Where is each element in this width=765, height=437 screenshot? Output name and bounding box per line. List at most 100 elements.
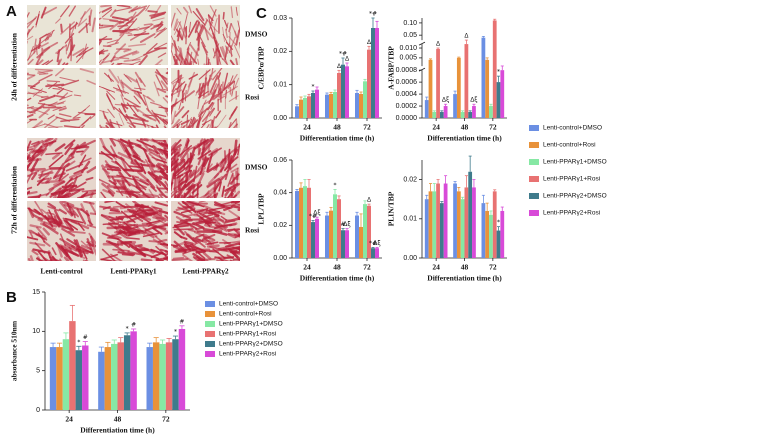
stain xyxy=(117,75,125,92)
stain xyxy=(115,216,124,221)
stain xyxy=(187,118,193,128)
bar xyxy=(359,94,363,118)
stain xyxy=(232,123,238,128)
stain xyxy=(235,29,240,46)
stain xyxy=(151,125,155,128)
stain xyxy=(127,142,139,157)
stain xyxy=(206,164,220,173)
stain xyxy=(176,28,183,41)
stain xyxy=(192,222,205,230)
stain xyxy=(107,190,115,197)
bar xyxy=(375,248,379,258)
bar xyxy=(337,73,341,118)
significance-mark: * xyxy=(497,219,500,226)
stain xyxy=(67,189,81,198)
stain xyxy=(173,160,178,180)
y-tick-label: 0.010 xyxy=(399,45,417,52)
stain xyxy=(107,42,119,47)
stain xyxy=(44,32,51,42)
stain xyxy=(80,7,91,20)
stain xyxy=(27,25,34,36)
stain xyxy=(40,147,48,157)
bar xyxy=(481,37,486,119)
row-group-label: 72h of differentiation xyxy=(10,165,19,234)
stain xyxy=(48,180,66,191)
bar xyxy=(432,191,437,258)
stain xyxy=(201,119,212,126)
stain xyxy=(126,237,140,240)
bar xyxy=(489,106,493,118)
stain xyxy=(43,140,57,146)
bar xyxy=(303,98,307,118)
stain xyxy=(59,92,69,101)
stain xyxy=(185,195,193,198)
bar xyxy=(299,99,303,118)
stain xyxy=(171,164,173,169)
stain xyxy=(145,5,150,12)
bar xyxy=(428,59,433,118)
stains xyxy=(27,68,96,128)
bar xyxy=(146,347,153,410)
stain xyxy=(217,72,222,80)
stain xyxy=(154,201,168,207)
legend-label: Lenti-PPARγ1+DMSO xyxy=(543,159,607,166)
stain xyxy=(164,180,168,188)
stain xyxy=(214,126,217,128)
stain xyxy=(148,240,162,243)
stain xyxy=(47,202,57,209)
stain xyxy=(193,214,202,218)
stain xyxy=(29,241,46,247)
stain xyxy=(181,125,186,128)
x-axis-label: Differentiation time (h) xyxy=(300,274,375,283)
bar xyxy=(49,347,57,410)
stain xyxy=(50,29,54,38)
stain xyxy=(99,52,105,55)
stain xyxy=(101,164,111,180)
stain xyxy=(183,6,189,14)
stain xyxy=(44,59,54,65)
stain xyxy=(143,47,161,56)
stain xyxy=(110,62,115,65)
legend-label: Lenti-control+DMSO xyxy=(219,301,278,308)
y-tick-label: 0.00 xyxy=(273,115,287,122)
bar xyxy=(56,347,63,410)
stain xyxy=(27,58,34,65)
significance-mark: * xyxy=(77,339,80,346)
stain xyxy=(117,171,125,184)
stain xyxy=(175,125,179,128)
bar xyxy=(299,187,303,258)
x-tick-label: 48 xyxy=(333,263,341,272)
stain xyxy=(228,23,232,33)
stain xyxy=(188,119,199,128)
stain xyxy=(188,21,192,33)
stain xyxy=(203,95,219,105)
column-label: Lenti-PPARγ1 xyxy=(110,267,157,276)
stain xyxy=(49,256,62,261)
y-tick-label: 0.04 xyxy=(273,190,287,197)
stain xyxy=(28,141,41,155)
stain xyxy=(132,105,139,113)
bar xyxy=(456,191,461,258)
stain xyxy=(201,105,204,114)
stain xyxy=(123,48,132,53)
stain xyxy=(101,6,113,13)
stain xyxy=(195,250,206,254)
stain xyxy=(225,22,229,31)
bar xyxy=(485,59,490,118)
bar xyxy=(345,66,349,118)
stain xyxy=(147,171,163,181)
stain xyxy=(27,190,31,196)
stain xyxy=(58,107,67,112)
stain xyxy=(72,181,87,191)
stain xyxy=(227,228,236,233)
bar xyxy=(117,342,124,410)
stain xyxy=(209,5,217,17)
legend-swatch xyxy=(529,176,539,182)
stain xyxy=(228,36,237,46)
stain xyxy=(193,165,198,183)
stain xyxy=(85,259,89,261)
stain xyxy=(58,86,73,93)
bar xyxy=(371,248,375,258)
stain xyxy=(128,231,147,237)
stain xyxy=(125,115,134,119)
